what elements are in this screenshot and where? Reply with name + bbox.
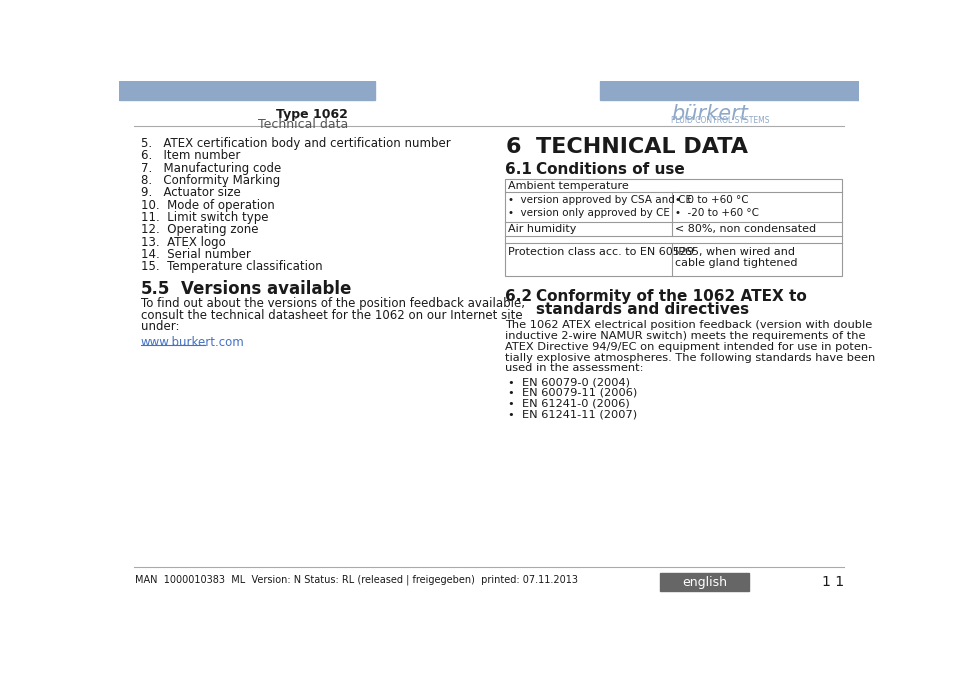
Text: •  EN 60079-0 (2004): • EN 60079-0 (2004) bbox=[508, 377, 630, 387]
Bar bbox=[676, 95, 679, 98]
Text: Type 1062: Type 1062 bbox=[275, 108, 348, 120]
Text: 6.2: 6.2 bbox=[505, 289, 532, 304]
Text: bürkert: bürkert bbox=[670, 104, 747, 124]
Text: •  -20 to +60 °C: • -20 to +60 °C bbox=[674, 208, 759, 218]
Text: 6: 6 bbox=[505, 137, 520, 157]
Text: IP65, when wired and: IP65, when wired and bbox=[674, 247, 794, 257]
Text: •  EN 61241-0 (2006): • EN 61241-0 (2006) bbox=[508, 399, 629, 409]
Text: tially explosive atmospheres. The following standards have been: tially explosive atmospheres. The follow… bbox=[505, 353, 875, 363]
Text: 1 1: 1 1 bbox=[821, 575, 843, 589]
Text: < 80%, non condensated: < 80%, non condensated bbox=[674, 224, 815, 234]
Text: Versions available: Versions available bbox=[181, 280, 352, 298]
Text: Ambient temperature: Ambient temperature bbox=[508, 181, 628, 191]
Text: Conformity of the 1062 ATEX to: Conformity of the 1062 ATEX to bbox=[536, 289, 806, 304]
Text: FLUID CONTROL SYSTEMS: FLUID CONTROL SYSTEMS bbox=[670, 116, 769, 125]
Text: ATEX Directive 94/9/EC on equipment intended for use in poten-: ATEX Directive 94/9/EC on equipment inte… bbox=[505, 342, 872, 352]
Bar bbox=[681, 95, 685, 98]
Bar bbox=[670, 95, 674, 98]
Text: 12.  Operating zone: 12. Operating zone bbox=[141, 223, 258, 236]
Bar bbox=[599, 81, 858, 100]
Text: used in the assessment:: used in the assessment: bbox=[505, 363, 643, 374]
Text: cable gland tightened: cable gland tightened bbox=[674, 258, 797, 268]
Text: 7.   Manufacturing code: 7. Manufacturing code bbox=[141, 162, 281, 174]
Text: 14.  Serial number: 14. Serial number bbox=[141, 248, 251, 261]
Text: Technical data: Technical data bbox=[257, 118, 348, 131]
Text: standards and directives: standards and directives bbox=[536, 302, 748, 317]
Text: inductive 2-wire NAMUR switch) meets the requirements of the: inductive 2-wire NAMUR switch) meets the… bbox=[505, 331, 864, 341]
Text: •  version only approved by CE: • version only approved by CE bbox=[508, 208, 669, 218]
Text: 5.   ATEX certification body and certification number: 5. ATEX certification body and certifica… bbox=[141, 137, 450, 150]
Text: 11.  Limit switch type: 11. Limit switch type bbox=[141, 211, 268, 224]
Text: 8.   Conformity Marking: 8. Conformity Marking bbox=[141, 174, 280, 187]
Text: TECHNICAL DATA: TECHNICAL DATA bbox=[536, 137, 747, 157]
Text: To find out about the versions of the position feedback available,: To find out about the versions of the po… bbox=[141, 297, 524, 310]
Text: www.burkert.com: www.burkert.com bbox=[141, 336, 244, 349]
Bar bbox=[505, 178, 841, 275]
Text: under:: under: bbox=[141, 320, 179, 333]
Text: •  0 to +60 °C: • 0 to +60 °C bbox=[674, 195, 748, 205]
Text: 9.   Actuator size: 9. Actuator size bbox=[141, 186, 240, 199]
Text: Conditions of use: Conditions of use bbox=[536, 162, 684, 176]
Text: english: english bbox=[681, 575, 726, 588]
Bar bbox=[659, 573, 748, 592]
Text: •  version approved by CSA and CE: • version approved by CSA and CE bbox=[508, 195, 692, 205]
Text: •  EN 60079-11 (2006): • EN 60079-11 (2006) bbox=[508, 388, 637, 398]
Text: •  EN 61241-11 (2007): • EN 61241-11 (2007) bbox=[508, 410, 637, 419]
Text: 10.  Mode of operation: 10. Mode of operation bbox=[141, 199, 274, 211]
Text: 6.1: 6.1 bbox=[505, 162, 532, 176]
Text: 15.  Temperature classification: 15. Temperature classification bbox=[141, 260, 322, 273]
Text: 13.  ATEX logo: 13. ATEX logo bbox=[141, 236, 226, 248]
Text: 6.   Item number: 6. Item number bbox=[141, 149, 240, 162]
Text: MAN  1000010383  ML  Version: N Status: RL (released | freigegeben)  printed: 07: MAN 1000010383 ML Version: N Status: RL … bbox=[134, 574, 578, 585]
Text: consult the technical datasheet for the 1062 on our Internet site: consult the technical datasheet for the … bbox=[141, 309, 522, 322]
Text: The 1062 ATEX electrical position feedback (version with double: The 1062 ATEX electrical position feedba… bbox=[505, 320, 872, 330]
Text: 5.5: 5.5 bbox=[141, 280, 171, 298]
Text: Protection class acc. to EN 60529: Protection class acc. to EN 60529 bbox=[508, 247, 694, 257]
Text: Air humidity: Air humidity bbox=[508, 224, 576, 234]
Bar bbox=[119, 81, 375, 100]
